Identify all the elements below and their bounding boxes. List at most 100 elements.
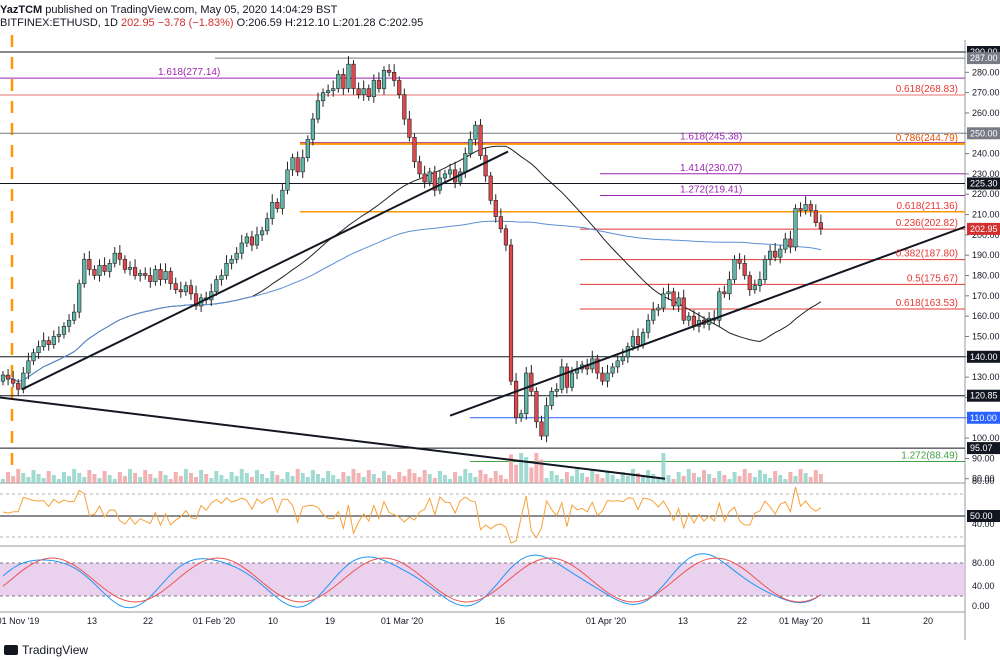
volume-bar <box>97 478 102 483</box>
candle-body <box>341 74 346 89</box>
volume-bar <box>818 474 823 483</box>
time-tick-label: 16 <box>495 616 505 626</box>
time-tick-label: 01 May '20 <box>779 616 823 626</box>
volume-bar <box>163 475 168 483</box>
price-badge <box>967 127 1000 140</box>
candle-body <box>320 92 326 102</box>
price-badge-label: 225.30 <box>970 178 998 188</box>
volume-bar <box>488 478 493 483</box>
volume-bar <box>107 475 112 483</box>
candle-body <box>661 293 666 309</box>
level-label: 0.618(163.53) <box>896 298 958 309</box>
volume-bar <box>585 477 590 483</box>
volume-bar <box>82 477 87 483</box>
candle-body <box>564 366 569 388</box>
candle-body <box>600 372 605 382</box>
candle-body <box>158 269 163 280</box>
candle-body <box>630 336 636 347</box>
candle-body <box>722 291 727 295</box>
volume-bar <box>72 469 77 483</box>
candle-body <box>41 340 46 347</box>
candle-body <box>107 263 112 272</box>
candle-body <box>539 421 544 437</box>
symbol-name[interactable]: BITFINEX:ETHUSD, 1D <box>0 17 118 29</box>
volume-bar <box>625 476 630 483</box>
candle-body <box>270 202 275 219</box>
candle-body <box>483 155 488 177</box>
candle-body <box>326 90 331 93</box>
price-badge-label: 120.85 <box>970 391 998 401</box>
volume-bar <box>290 476 295 483</box>
candle-body <box>66 319 72 327</box>
volume-bar <box>183 469 188 483</box>
volume-bar <box>321 478 326 483</box>
candle-body <box>361 88 366 95</box>
candle-body <box>605 372 610 382</box>
volume-bar <box>509 454 513 483</box>
trendline <box>449 225 966 417</box>
level-label: 0.5(175.67) <box>907 273 958 284</box>
published-text: published on TradingView.com, May 05, 20… <box>45 4 338 16</box>
candle-body <box>417 161 422 175</box>
candle-body <box>356 88 361 95</box>
volume-bar <box>498 475 503 483</box>
volume-bar <box>681 476 686 483</box>
volume-bar <box>239 469 244 483</box>
tradingview-logo-icon <box>4 645 18 655</box>
volume-bar <box>275 475 280 483</box>
volume-bar <box>575 469 580 483</box>
brand-name[interactable]: TradingView <box>22 643 89 657</box>
candle-body <box>386 69 392 73</box>
candle-body <box>376 80 382 89</box>
candle-body <box>468 139 473 154</box>
candle-body <box>300 157 305 173</box>
price-badge-label: 250.00 <box>970 128 998 138</box>
candle-body <box>148 275 153 282</box>
volume-bar <box>244 473 249 483</box>
time-tick-label: 19 <box>325 616 335 626</box>
volume-bar <box>249 477 254 483</box>
volume-bar <box>16 469 21 483</box>
volume-bar <box>1 479 5 483</box>
level-label: 0.382(187.80) <box>896 249 958 260</box>
candle-body <box>813 210 818 223</box>
volume-bar <box>46 471 51 483</box>
price-badge-label: 110.00 <box>970 413 997 423</box>
candle-body <box>11 378 16 384</box>
level-label: 1.272(219.41) <box>680 184 742 195</box>
candle-body <box>615 360 620 368</box>
volume-bar <box>636 473 640 483</box>
candle-body <box>442 173 448 179</box>
candle-body <box>102 265 107 272</box>
volume-bar <box>346 476 351 483</box>
volume-bar <box>351 469 356 483</box>
volume-bar <box>178 476 183 483</box>
level-label: 1.414(230.07) <box>680 163 742 174</box>
volume-bar <box>676 472 681 483</box>
volume-bar <box>529 467 534 483</box>
indicators: 80.00 40.00 80.00 40.00 0.00 <box>0 476 995 611</box>
volume-bar <box>473 477 478 483</box>
time-tick-label: 22 <box>737 616 747 626</box>
volume-bar <box>6 472 11 483</box>
volume-bar <box>392 479 397 483</box>
candle-body <box>193 293 199 307</box>
volume-bar <box>260 474 265 483</box>
price-tick-label: 90.00 <box>972 453 995 463</box>
candle-body <box>21 372 26 390</box>
candle-body <box>793 208 798 248</box>
candle-body <box>447 169 453 175</box>
volume-bar <box>305 477 310 483</box>
level-labels: 1.618(277.14) 0.618(268.83) 1.618(245.38) 0… <box>158 67 958 461</box>
price-badge-label: 290.00 <box>970 47 998 57</box>
candle-body <box>36 346 41 354</box>
candle-body <box>534 391 539 423</box>
price-badge-label: 287.00 <box>970 53 998 63</box>
candle-body <box>163 271 168 280</box>
level-label: 0.236(202.82) <box>896 218 958 229</box>
volume-bar <box>26 477 31 483</box>
volume-bar <box>36 474 41 483</box>
candle-body <box>498 216 503 230</box>
candle-body <box>803 204 808 211</box>
